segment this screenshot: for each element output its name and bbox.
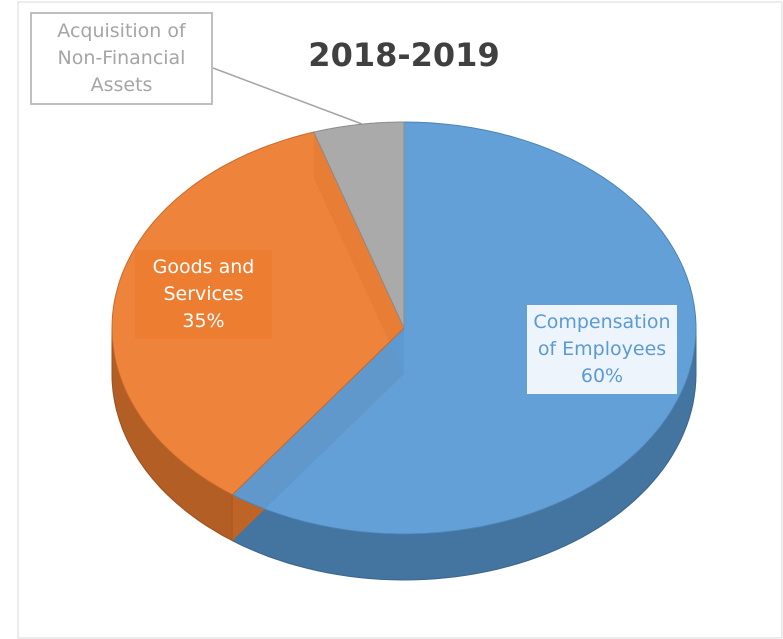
data-label: Goods and Services 35% (135, 250, 272, 339)
data-label: Compensation of Employees 60% (527, 305, 677, 394)
label-name: Compensation of Employees (533, 311, 671, 360)
label-value: 60% (580, 365, 624, 387)
label-name: Acquisition of Non-Financial Assets (57, 20, 186, 96)
slice (313, 121, 405, 329)
slice (231, 121, 697, 535)
data-label: Acquisition of Non-Financial Assets (30, 12, 213, 105)
label-value: 35% (182, 310, 225, 332)
chart-title: 2018-2019 (308, 36, 500, 74)
leader-line (212, 67, 363, 125)
chart-border (17, 1, 783, 639)
label-name: Goods and Services (152, 256, 255, 305)
